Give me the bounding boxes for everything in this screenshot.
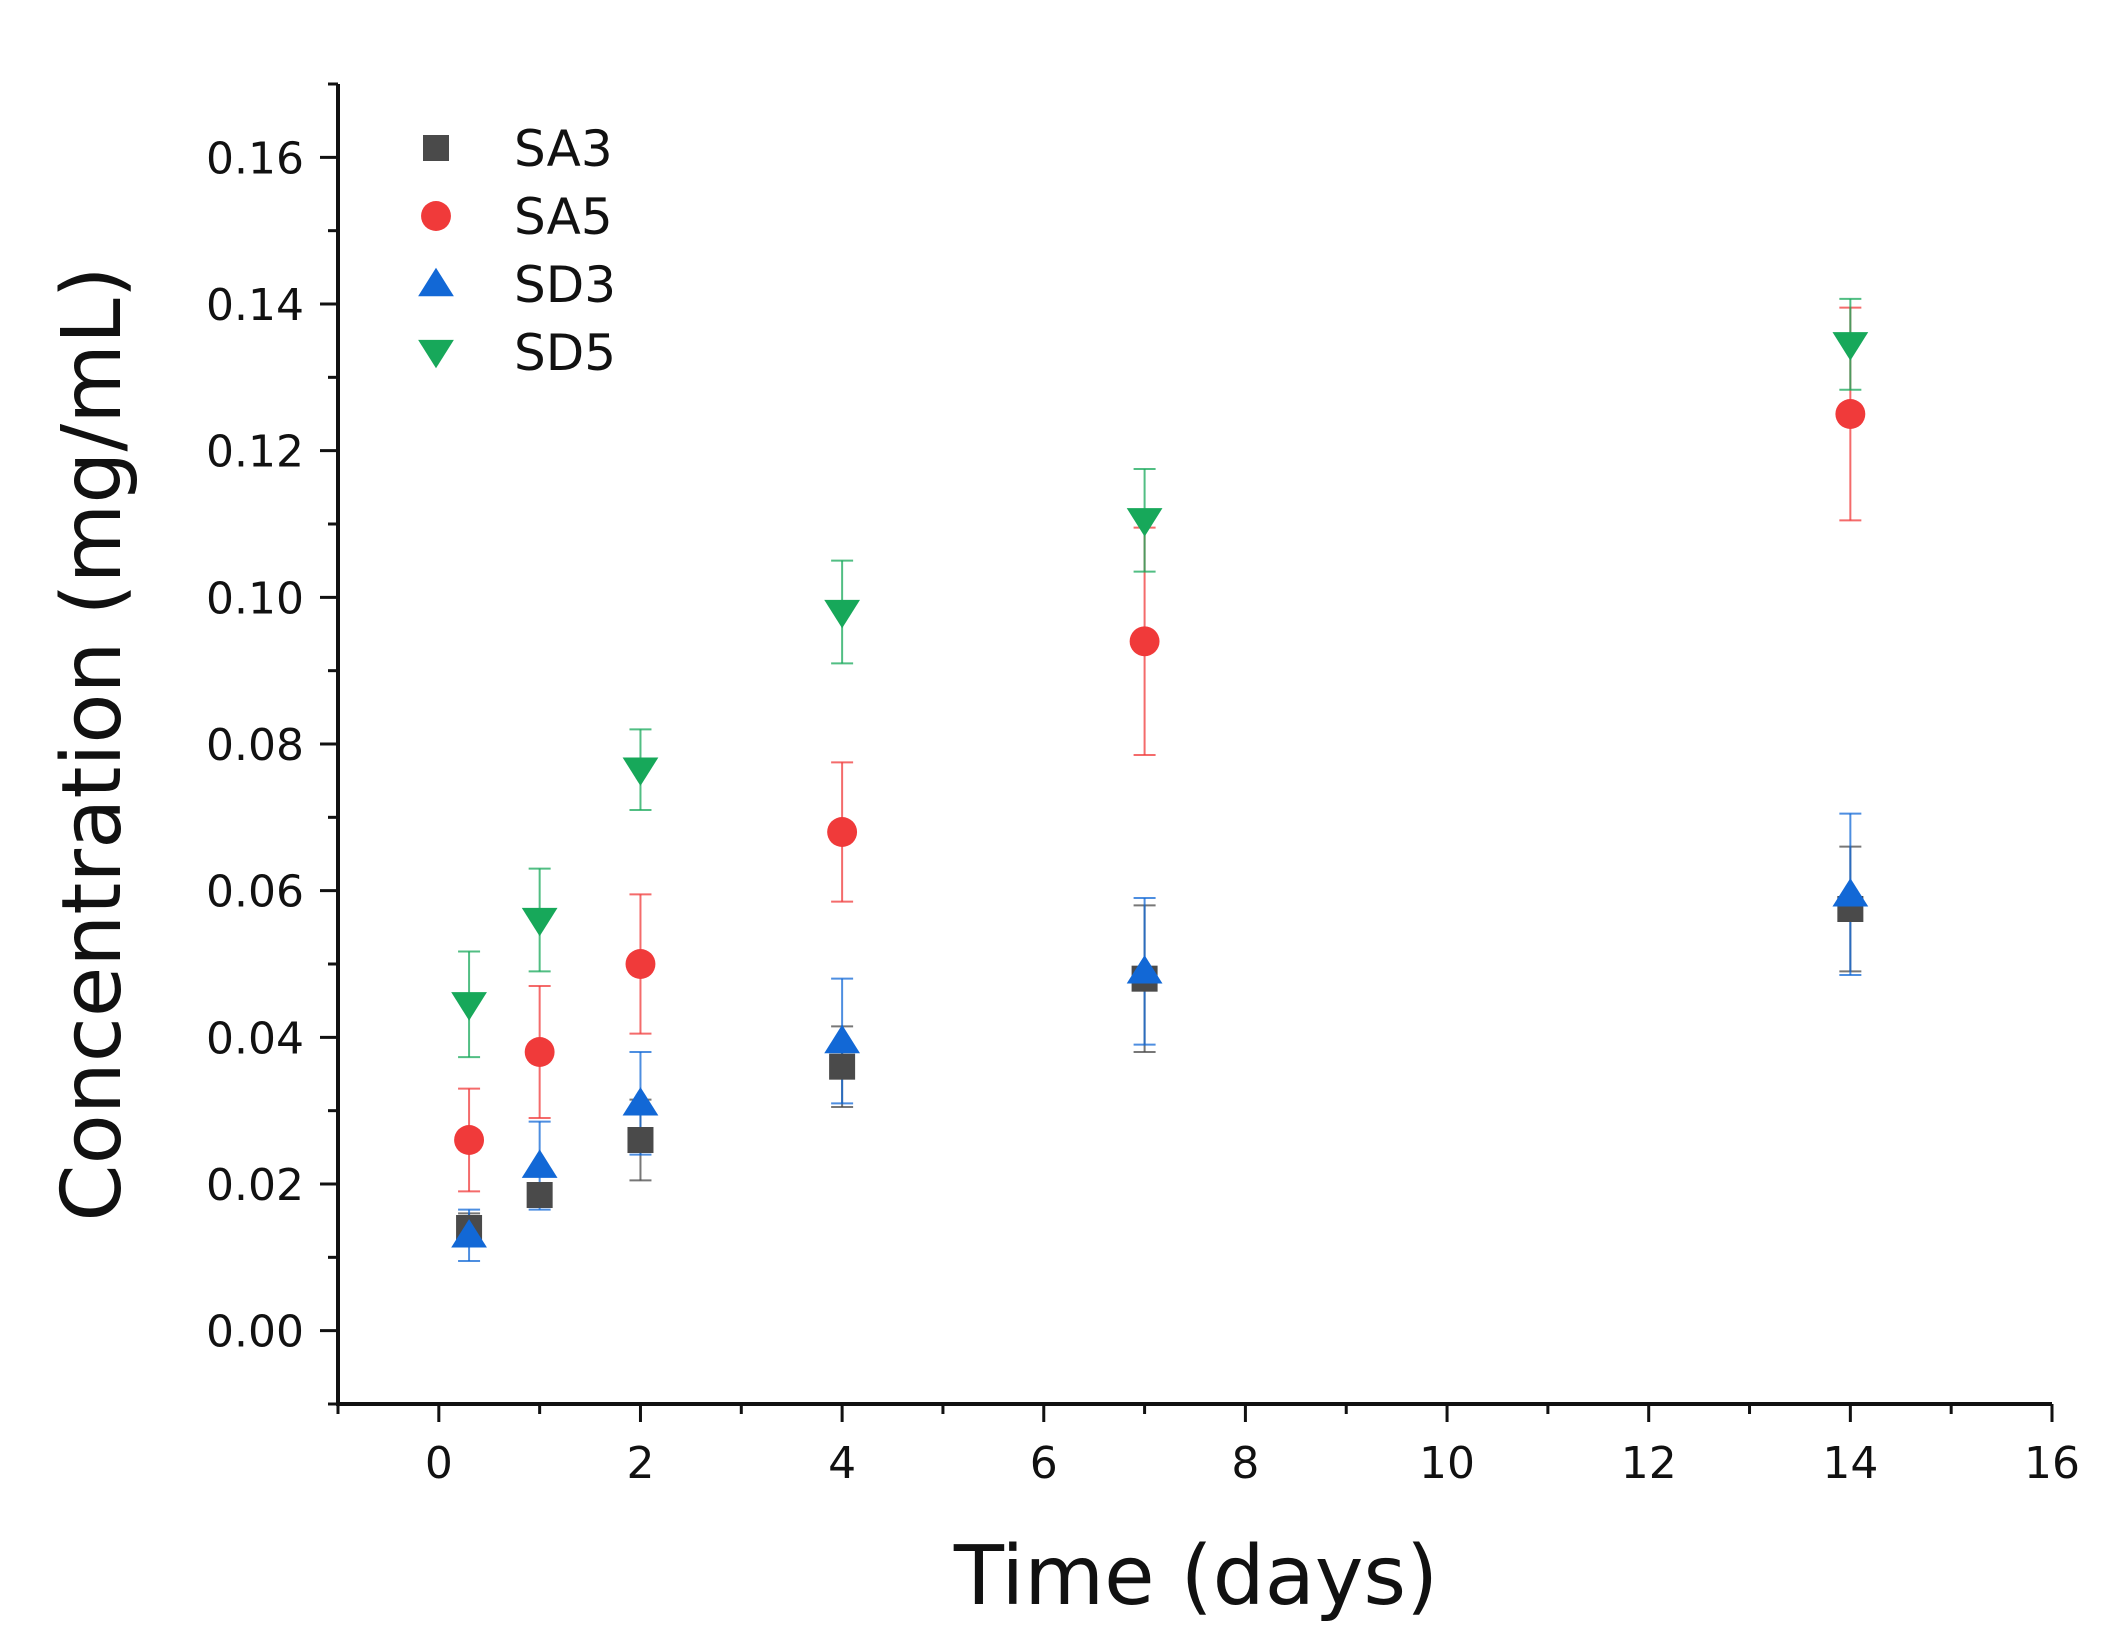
point-sd5 [824,599,860,629]
y-tick-label: 0.10 [206,573,304,624]
point-sd5 [622,757,659,786]
x-tick-label: 0 [425,1438,453,1489]
legend-marker-sd5 [418,339,454,369]
y-tick-label: 0.02 [206,1160,304,1211]
y-tick-label: 0.00 [206,1307,304,1358]
point-sa3 [526,1182,553,1208]
point-sd5 [1126,508,1163,537]
legend-marker-sa5 [421,201,451,231]
legend-label-sd3: SD3 [514,256,616,314]
point-sd5 [521,907,558,937]
legend-label-sa5: SA5 [514,188,613,246]
point-sa5 [454,1125,485,1155]
y-tick-label: 0.12 [206,427,304,478]
x-axis-title: Time (days) [953,1529,1438,1624]
point-sd3 [622,1087,659,1116]
legend-marker-sd3 [418,267,454,297]
point-sa3 [829,1053,856,1080]
point-sd5 [451,992,487,1021]
legend: SA3 SA5 SD3 SD5 [418,120,616,382]
point-sd3 [451,1219,487,1248]
legend-label-sa3: SA3 [514,120,613,178]
y-tick-label: 0.16 [206,133,304,184]
data-markers [451,332,1869,1248]
point-sa5 [625,949,656,979]
point-sa5 [1129,626,1160,657]
x-tick-label: 2 [626,1438,654,1489]
point-sa5 [1835,399,1866,429]
point-sd3 [1126,955,1163,984]
point-sa5 [524,1037,555,1067]
y-tick-label: 0.04 [206,1013,304,1064]
point-sa3 [627,1127,654,1153]
legend-marker-sa3 [423,135,449,161]
point-sd3 [1832,878,1869,907]
x-tick-label: 12 [1621,1438,1677,1489]
x-tick-label: 6 [1030,1438,1058,1489]
x-tick-label: 10 [1419,1438,1475,1489]
axes: 0 2 4 6 8 10 12 14 16 0.00 0.02 0.04 0.06 0.08 0.10 0.1… [206,82,2080,1489]
x-tick-label: 16 [2024,1438,2080,1489]
legend-label-sd5: SD5 [514,324,616,382]
y-tick-label: 0.08 [206,720,304,771]
y-tick-label: 0.06 [206,867,304,918]
x-tick-label: 14 [1822,1438,1878,1489]
point-sa5 [827,817,858,847]
point-sd3 [521,1149,558,1178]
point-sd5 [1832,332,1869,361]
y-tick-label: 0.14 [206,280,304,331]
x-tick-label: 8 [1231,1438,1259,1489]
y-axis-title: Concentration (mg/mL) [45,266,140,1221]
x-tick-label: 4 [828,1438,856,1489]
error-bars [458,297,1862,1262]
point-sd3 [824,1024,860,1054]
